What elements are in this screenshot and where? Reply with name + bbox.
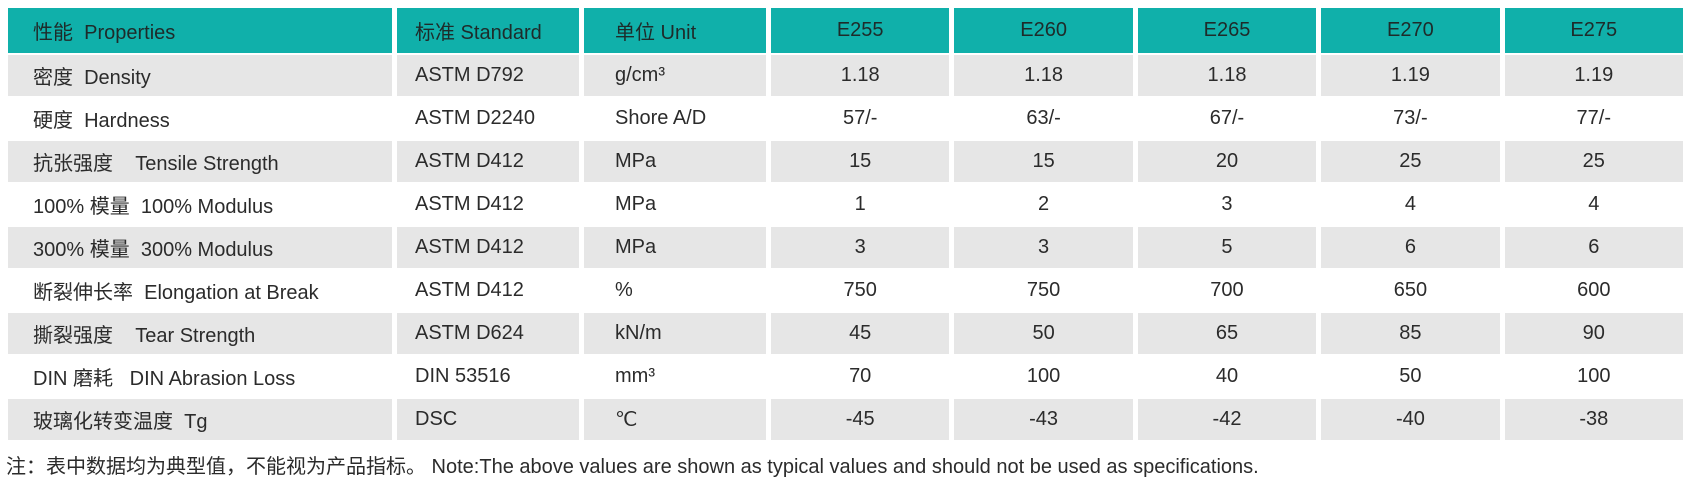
value-cell: 1.18 (1137, 55, 1317, 96)
table-row: 300% 模量 300% Modulus ASTM D412 MPa 3 3 5 6 6 (8, 227, 1683, 268)
value-cell: 50 (954, 313, 1133, 354)
value-cell: 1 (771, 184, 950, 225)
value-cell: 67/- (1137, 98, 1317, 139)
value-cell: 1.19 (1504, 55, 1683, 96)
value-cell: 700 (1137, 270, 1317, 311)
header-cell: E255 (771, 8, 950, 53)
value-cell: 6 (1504, 227, 1683, 268)
header-cell: E275 (1504, 8, 1683, 53)
value-cell: 63/- (954, 98, 1133, 139)
value-cell: 4 (1321, 184, 1500, 225)
header-cell: E265 (1137, 8, 1317, 53)
standard-cell: ASTM D412 (397, 141, 579, 182)
unit-cell: mm³ (584, 356, 766, 397)
property-cell: 硬度 Hardness (8, 98, 392, 139)
property-cell: 100% 模量 100% Modulus (8, 184, 392, 225)
value-cell: 750 (954, 270, 1133, 311)
header-cell: E270 (1321, 8, 1500, 53)
header-cell: 单位 Unit (584, 8, 766, 53)
value-cell: 57/- (771, 98, 950, 139)
value-cell: 15 (771, 141, 950, 182)
property-cell: DIN 磨耗 DIN Abrasion Loss (8, 356, 392, 397)
value-cell: 15 (954, 141, 1133, 182)
table-row: 密度 Density ASTM D792 g/cm³ 1.18 1.18 1.18 1.19… (8, 55, 1683, 96)
value-cell: -40 (1321, 399, 1500, 440)
table-row: 抗张强度 Tensile Strength ASTM D412 MPa 15 15 20 2… (8, 141, 1683, 182)
unit-cell: Shore A/D (584, 98, 766, 139)
value-cell: 5 (1137, 227, 1317, 268)
standard-cell: DSC (397, 399, 579, 440)
value-cell: 73/- (1321, 98, 1500, 139)
property-cell: 撕裂强度 Tear Strength (8, 313, 392, 354)
properties-table: 性能 Properties 标准 Standard 单位 Unit E255 E260 E… (8, 8, 1683, 442)
value-cell: 1.18 (954, 55, 1133, 96)
table-row: 玻璃化转变温度 Tg DSC ℃ -45 -43 -42 -40 -38 (8, 399, 1683, 440)
property-cell: 断裂伸长率 Elongation at Break (8, 270, 392, 311)
value-cell: -38 (1504, 399, 1683, 440)
table-row: 硬度 Hardness ASTM D2240 Shore A/D 57/- 63/- 67… (8, 98, 1683, 139)
value-cell: 25 (1504, 141, 1683, 182)
standard-cell: ASTM D2240 (397, 98, 579, 139)
header-cell: E260 (954, 8, 1133, 53)
table-row: 100% 模量 100% Modulus ASTM D412 MPa 1 2 3 4 4 (8, 184, 1683, 225)
standard-cell: ASTM D624 (397, 313, 579, 354)
value-cell: 70 (771, 356, 950, 397)
value-cell: 3 (1137, 184, 1317, 225)
value-cell: 1.18 (771, 55, 950, 96)
footnote: 注：表中数据均为典型值，不能视为产品指标。 Note:The above val… (6, 456, 1259, 478)
value-cell: 77/- (1504, 98, 1683, 139)
unit-cell: kN/m (584, 313, 766, 354)
value-cell: 750 (771, 270, 950, 311)
unit-cell: g/cm³ (584, 55, 766, 96)
header-cell: 标准 Standard (397, 8, 579, 53)
value-cell: 2 (954, 184, 1133, 225)
value-cell: 100 (954, 356, 1133, 397)
value-cell: 100 (1504, 356, 1683, 397)
unit-cell: MPa (584, 141, 766, 182)
property-cell: 300% 模量 300% Modulus (8, 227, 392, 268)
value-cell: 45 (771, 313, 950, 354)
table-row: 撕裂强度 Tear Strength ASTM D624 kN/m 45 50 65 85 9… (8, 313, 1683, 354)
table-row: 断裂伸长率 Elongation at Break ASTM D412% 750 75… (8, 270, 1683, 311)
value-cell: 85 (1321, 313, 1500, 354)
standard-cell: ASTM D792 (397, 55, 579, 96)
value-cell: 1.19 (1321, 55, 1500, 96)
unit-cell: % (584, 270, 766, 311)
value-cell: 50 (1321, 356, 1500, 397)
unit-cell: MPa (584, 184, 766, 225)
value-cell: 3 (954, 227, 1133, 268)
value-cell: 40 (1137, 356, 1317, 397)
value-cell: 6 (1321, 227, 1500, 268)
standard-cell: ASTM D412 (397, 270, 579, 311)
property-cell: 抗张强度 Tensile Strength (8, 141, 392, 182)
value-cell: 65 (1137, 313, 1317, 354)
value-cell: 600 (1504, 270, 1683, 311)
property-cell: 密度 Density (8, 55, 392, 96)
value-cell: -45 (771, 399, 950, 440)
standard-cell: ASTM D412 (397, 184, 579, 225)
value-cell: 650 (1321, 270, 1500, 311)
property-cell: 玻璃化转变温度 Tg (8, 399, 392, 440)
table-row: DIN 磨耗 DIN Abrasion Loss DIN 53516 mm³ 70 10… (8, 356, 1683, 397)
standard-cell: ASTM D412 (397, 227, 579, 268)
unit-cell: MPa (584, 227, 766, 268)
value-cell: 20 (1137, 141, 1317, 182)
value-cell: -42 (1137, 399, 1317, 440)
unit-cell: ℃ (584, 399, 766, 440)
value-cell: 3 (771, 227, 950, 268)
value-cell: 25 (1321, 141, 1500, 182)
value-cell: 90 (1504, 313, 1683, 354)
standard-cell: DIN 53516 (397, 356, 579, 397)
value-cell: 4 (1504, 184, 1683, 225)
table-header-row: 性能 Properties 标准 Standard 单位 Unit E255 E260 E… (8, 8, 1683, 53)
value-cell: -43 (954, 399, 1133, 440)
header-cell: 性能 Properties (8, 8, 392, 53)
